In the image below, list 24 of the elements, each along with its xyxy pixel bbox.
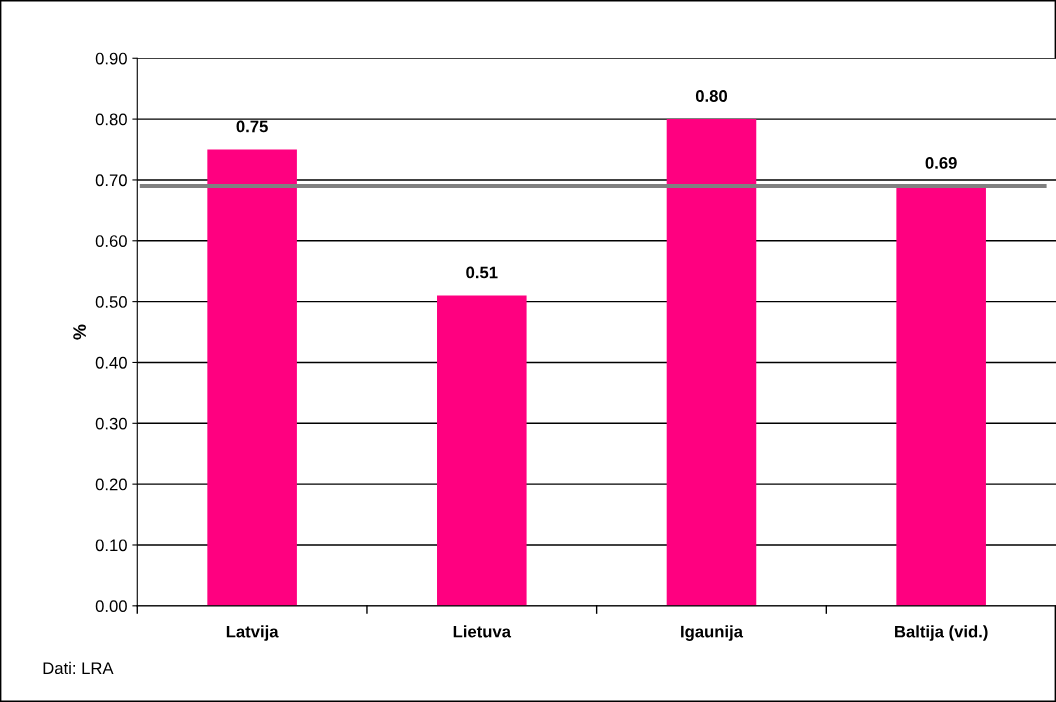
y-tick-label: 0.90: [95, 52, 127, 65]
x-tick-label: Igaunija: [681, 625, 744, 641]
y-tick-label: 0.10: [95, 539, 127, 552]
data-label: 0.69: [925, 157, 957, 169]
y-tick-label: 0.30: [95, 417, 127, 430]
y-tick-label: 0.50: [95, 296, 127, 308]
y-tick-label: 0.40: [95, 356, 127, 369]
bar: [207, 149, 297, 606]
data-label: 0.80: [695, 90, 728, 102]
x-tick-label: Baltija (vid.): [895, 625, 988, 641]
data-label: 0.75: [236, 120, 268, 133]
bar: [666, 119, 757, 606]
y-tick-label: 0.60: [95, 235, 127, 247]
x-tick-label: Latvija: [226, 625, 279, 641]
data-label: 0.51: [466, 266, 498, 279]
bar: [437, 295, 527, 606]
y-tick-label: 0.20: [95, 478, 127, 491]
text: Dati: LRA: [43, 661, 114, 675]
y-axis-title: %: [73, 324, 86, 340]
y-tick-label: 0.80: [95, 113, 127, 126]
y-tick-label: 0.00: [95, 600, 127, 613]
x-tick-label: Lietuva: [453, 625, 512, 638]
bar: [896, 186, 986, 606]
y-tick-label: 0.70: [95, 174, 127, 187]
